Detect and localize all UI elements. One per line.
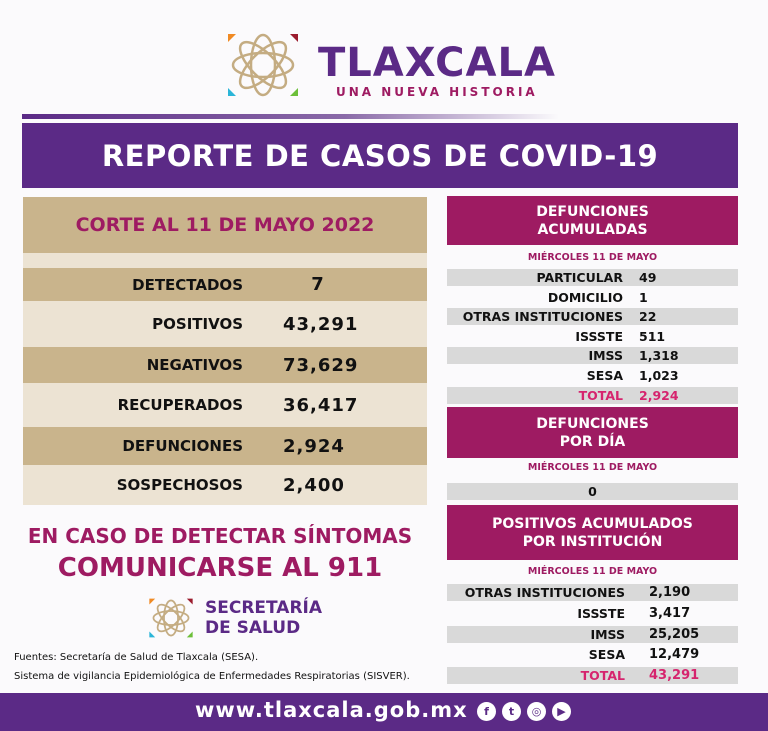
header-line: DEFUNCIONES [536,203,649,220]
table-row: ISSSTE 511 [447,328,738,345]
source-line: Fuentes: Secretaría de Salud de Tlaxcala… [14,652,259,663]
row-label: DEFUNCIONES [122,437,243,455]
row-label: SOSPECHOSOS [116,476,243,494]
row-label: ISSSTE [575,328,623,344]
header-line: POR INSTITUCIÓN [522,533,663,550]
call-line-1: EN CASO DE DETECTAR SÍNTOMAS [27,524,413,548]
row-label: TOTAL [578,387,623,403]
row-value: 2,400 [283,474,345,496]
deaths-cumulative-header: DEFUNCIONES ACUMULADAS [447,196,738,245]
positives-date: MIÉRCOLES 11 DE MAYO [527,566,658,577]
table-row: SESA 12,479 [447,646,738,663]
row-value: 73,629 [283,354,359,376]
deaths-daily-date: MIÉRCOLES 11 DE MAYO [527,462,658,473]
header-line: DEFUNCIONES [536,415,649,432]
row-label: DOMICILIO [547,289,623,305]
row-value: 7 [311,274,325,295]
row-value: 0 [588,484,597,499]
brand-tagline: UNA NUEVA HISTORIA [336,85,538,99]
row-value: 43,291 [649,668,700,684]
summary-heading: CORTE AL 11 DE MAYO 2022 [23,197,427,253]
row-value: 43,291 [283,313,359,335]
row-label: IMSS [588,348,623,364]
row-label: ISSSTE [577,605,625,621]
row-label: TOTAL [580,668,625,684]
facebook-icon[interactable]: f [477,702,496,721]
table-row: IMSS 25,205 [447,625,738,643]
row-value: 25,205 [649,626,700,642]
page-title: REPORTE DE CASOS DE COVID-19 [22,123,738,188]
row-label: PARTICULAR [536,270,623,285]
table-row: SESA 1,023 [447,367,738,384]
summary-row: NEGATIVOS 73,629 [23,347,427,383]
row-value: 2,924 [639,387,679,403]
row-value: 2,924 [283,435,345,457]
row-value: 49 [639,270,657,285]
row-value: 36,417 [283,394,359,416]
source-line: Sistema de vigilancia Epidemiológica de … [14,671,410,682]
header-line: ACUMULADAS [537,221,648,238]
table-row: ISSSTE 3,417 [447,605,738,622]
row-label: DETECTADOS [132,275,243,294]
row-label: OTRAS INSTITUCIONES [464,585,625,600]
website-link[interactable]: www.tlaxcala.gob.mx [195,698,468,722]
footer: www.tlaxcala.gob.mx f t ◎ ▶ [0,693,768,731]
summary-row: POSITIVOS 43,291 [23,301,427,347]
divider [22,114,738,119]
twitter-icon[interactable]: t [502,702,521,721]
header-line: POSITIVOS ACUMULADOS [492,515,693,532]
secretaria-line-2: DE SALUD [205,618,301,638]
row-label: IMSS [590,626,625,642]
tlaxcala-logo [228,33,298,97]
table-row: TOTAL 2,924 [447,386,738,404]
deaths-cumulative-date: MIÉRCOLES 11 DE MAYO [527,252,658,263]
row-value: 22 [639,309,657,325]
row-value: 1 [639,289,648,305]
summary-row: RECUPERADOS 36,417 [23,383,427,427]
row-value: 3,417 [649,605,691,621]
row-label: NEGATIVOS [146,356,243,374]
table-row: DOMICILIO 1 [447,289,738,306]
deaths-daily-row: 0 [447,483,738,500]
call-line-2: COMUNICARSE AL 911 [57,553,383,583]
brand-name: TLAXCALA [318,40,556,86]
row-value: 2,190 [649,585,691,600]
row-value: 511 [639,328,666,344]
summary-row: DETECTADOS 7 [23,268,427,301]
row-label: POSITIVOS [152,315,243,333]
table-row: IMSS 1,318 [447,347,738,365]
secretaria-logo [149,598,193,638]
instagram-icon[interactable]: ◎ [527,702,546,721]
table-row: OTRAS INSTITUCIONES 2,190 [447,584,738,601]
row-label: SESA [586,368,623,383]
positives-header: POSITIVOS ACUMULADOS POR INSTITUCIÓN [447,505,738,560]
table-row: TOTAL 43,291 [447,667,738,685]
summary-row: SOSPECHOSOS 2,400 [23,465,427,505]
summary-row: DEFUNCIONES 2,924 [23,427,427,465]
row-value: 12,479 [649,647,700,663]
row-value: 1,023 [639,368,679,383]
deaths-daily-header: DEFUNCIONES POR DÍA [447,407,738,458]
row-value: 1,318 [639,348,679,364]
row-label: OTRAS INSTITUCIONES [462,309,623,325]
youtube-icon[interactable]: ▶ [552,702,571,721]
header-line: POR DÍA [559,433,626,450]
secretaria-line-1: SECRETARÍA [205,598,323,618]
summary-panel: CORTE AL 11 DE MAYO 2022 DETECTADOS 7 POS… [23,197,427,505]
row-label: RECUPERADOS [117,396,243,414]
row-label: SESA [588,647,625,663]
table-row: PARTICULAR 49 [447,269,738,286]
table-row: OTRAS INSTITUCIONES 22 [447,308,738,326]
